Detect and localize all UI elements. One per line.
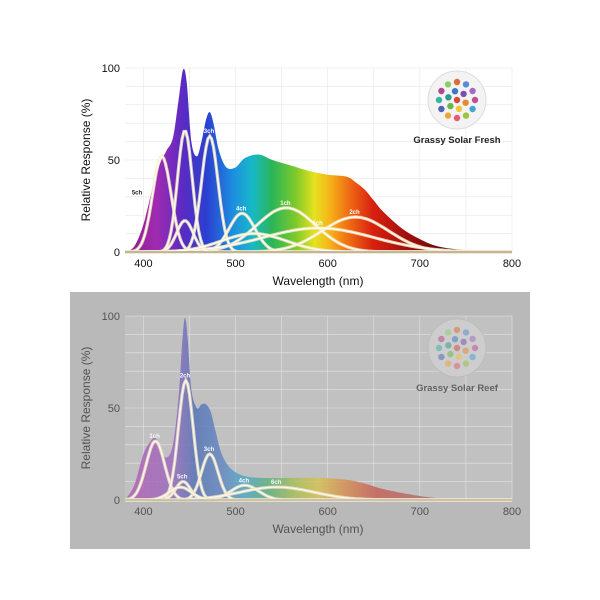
y-tick-label: 50 [108,155,120,167]
logo-dot [453,78,461,86]
logo-dot [460,338,467,346]
logo-dot [445,94,452,101]
reef-chart: 1ch 2ch 3ch 5ch 4ch 6ch 400 500 600 700 800 0 50 10… [79,311,521,536]
logo-dot [453,96,461,104]
x-tick-label: 800 [503,506,521,518]
channel-label: 1ch [149,434,160,440]
channel-label: 3ch [204,129,215,135]
logo-dot [462,347,469,354]
logo-dot [453,344,461,352]
logo-dot [471,96,479,104]
channel-label: 4ch [236,206,247,212]
logo-dot [451,336,459,343]
y-tick-label: 100 [102,63,120,75]
y-tick-label: 0 [114,495,120,507]
fresh-chart: 5ch 3ch 4ch 1ch 2ch 6ch 400 500 600 700 800 0 50 10… [79,63,521,288]
logo-dot [455,353,463,360]
x-tick-label: 700 [411,506,429,518]
logo-dot [444,81,452,88]
x-tick-label: 600 [319,506,337,518]
reef-x-ticks: 400 500 600 700 800 [134,506,521,518]
x-tick-label: 500 [226,258,244,270]
logo-dot [453,362,461,370]
fresh-y-axis-title: Relative Response (%) [79,99,93,222]
logo-dot [447,350,454,358]
logo-dot [444,360,452,367]
logo-dot [460,90,467,98]
y-tick-label: 0 [114,247,120,259]
x-tick-label: 600 [319,258,337,270]
logo-dot [438,87,445,95]
x-tick-label: 400 [134,258,152,270]
logo-dot [453,326,461,334]
fresh-y-ticks: 0 50 100 [102,63,120,259]
fresh-logo-dots [435,78,479,122]
channel-label: 2ch [180,373,191,379]
reef-y-ticks: 0 50 100 [102,311,120,507]
channel-label: 5ch [132,191,143,197]
x-tick-label: 500 [226,506,244,518]
reef-x-axis-title: Wavelength (nm) [273,522,364,536]
logo-dot [469,353,476,361]
reef-chart-title: Grassy Solar Reef [416,383,499,394]
fresh-chart-title: Grassy Solar Fresh [413,135,500,146]
fresh-x-ticks: 400 500 600 700 800 [134,258,521,270]
logo-dot [455,105,463,113]
logo-dot [435,344,443,352]
channel-label: 6ch [271,480,282,486]
logo-dot [462,112,470,119]
logo-dot [444,329,452,336]
fresh-x-axis-title: Wavelength (nm) [273,274,364,288]
channel-label: 3ch [204,447,215,453]
x-tick-label: 800 [503,258,521,270]
logo-dot [462,81,470,88]
logo-dot [469,87,476,95]
x-tick-label: 400 [134,506,152,518]
x-tick-label: 700 [411,258,429,270]
logo-dot [462,99,469,106]
logo-dot [469,105,476,113]
logo-dot [435,96,443,104]
logo-dot [447,102,454,110]
y-tick-label: 100 [102,311,120,323]
reef-logo-dots [435,326,479,370]
reef-spectrum-area [125,317,512,500]
reef-y-axis-title: Relative Response (%) [79,347,93,470]
logo-dot [453,114,461,122]
channel-label: 4ch [239,478,250,484]
logo-dot [438,335,445,343]
logo-dot [469,335,476,343]
fresh-logo: Grassy Solar Fresh [413,70,501,146]
logo-dot [445,342,452,349]
channel-label: 6ch [313,221,324,227]
channel-label: 2ch [349,210,360,216]
logo-dot [451,88,459,95]
logo-dot [444,112,452,119]
logo-dot [462,360,470,367]
logo-dot [438,353,445,361]
channel-label: 1ch [280,201,291,207]
channel-label: 5ch [177,475,188,481]
reef-logo: Grassy Solar Reef [416,318,499,394]
logo-dot [462,329,470,336]
y-tick-label: 50 [108,403,120,415]
logo-dot [438,105,445,113]
logo-dot [471,344,479,352]
